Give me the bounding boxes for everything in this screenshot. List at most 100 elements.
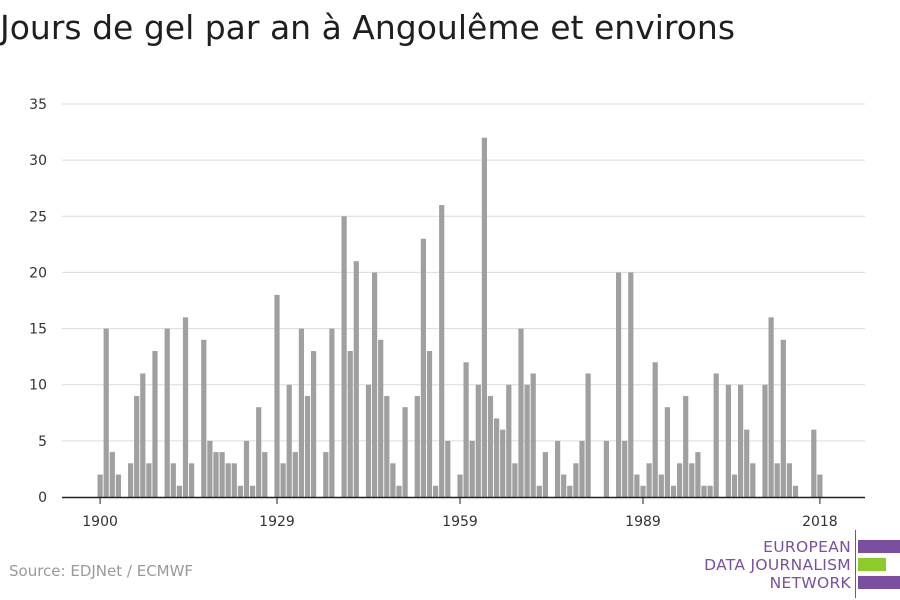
logo-text-line3: NETWORK xyxy=(769,574,851,592)
bar xyxy=(780,339,786,497)
bar xyxy=(695,452,701,497)
bar xyxy=(585,373,591,497)
bar xyxy=(231,463,237,497)
bar xyxy=(494,418,500,497)
bar xyxy=(524,384,530,497)
bar xyxy=(115,474,121,497)
bar xyxy=(811,429,817,497)
y-tick-label: 20 xyxy=(29,265,47,281)
source-note: Source: EDJNet / ECMWF xyxy=(9,562,194,580)
bar xyxy=(573,463,579,497)
bar xyxy=(689,463,695,497)
bar xyxy=(713,373,719,497)
logo-bar-top xyxy=(858,540,900,553)
x-tick-label: 1959 xyxy=(442,514,478,530)
bar xyxy=(182,317,189,497)
bar xyxy=(426,351,433,497)
bar xyxy=(353,261,359,497)
bar xyxy=(652,362,658,497)
y-tick-label: 25 xyxy=(29,209,47,225)
bar xyxy=(347,351,353,497)
y-tick-label: 0 xyxy=(38,490,47,506)
bar xyxy=(506,384,512,497)
bar xyxy=(219,452,225,497)
bar xyxy=(280,463,286,497)
bar xyxy=(658,474,664,497)
x-tick-label: 1929 xyxy=(259,514,295,530)
bar xyxy=(518,328,524,497)
bar xyxy=(298,328,304,497)
bar xyxy=(512,463,518,497)
bar xyxy=(286,384,292,497)
bar xyxy=(103,328,109,497)
bar xyxy=(744,429,750,497)
bar xyxy=(646,463,652,497)
bar xyxy=(109,452,115,497)
bar xyxy=(457,474,463,497)
chart-title: Jours de gel par an à Angoulême et envir… xyxy=(0,8,736,47)
bar xyxy=(140,373,146,497)
bar xyxy=(134,395,140,497)
bar xyxy=(817,474,823,497)
bar xyxy=(786,463,792,497)
bar xyxy=(530,373,536,497)
bar xyxy=(384,395,390,497)
bar xyxy=(640,485,646,497)
bar xyxy=(774,463,780,497)
bar xyxy=(176,485,182,497)
bar xyxy=(622,440,628,497)
bar xyxy=(396,485,402,497)
bar xyxy=(439,205,445,498)
bar xyxy=(243,440,250,497)
bar xyxy=(365,384,372,497)
bar xyxy=(311,351,317,497)
bar xyxy=(768,317,774,497)
bar xyxy=(487,395,494,497)
bar xyxy=(463,362,469,497)
logo-separator xyxy=(855,530,856,598)
bar xyxy=(189,463,195,497)
x-tick-label: 2018 xyxy=(802,514,838,530)
bar xyxy=(225,463,231,497)
bar xyxy=(701,485,707,497)
bar xyxy=(164,328,170,497)
bar xyxy=(500,429,506,497)
bar xyxy=(475,384,481,497)
bar xyxy=(372,272,378,497)
bar xyxy=(738,384,744,497)
bar xyxy=(420,238,426,497)
bar xyxy=(341,216,347,498)
x-tick-label: 1989 xyxy=(625,514,661,530)
logo-text-line1: EUROPEAN xyxy=(763,538,851,556)
bar xyxy=(664,407,670,497)
bar xyxy=(402,407,408,497)
bar xyxy=(250,485,256,497)
bar xyxy=(207,440,213,497)
bar xyxy=(378,339,384,497)
bar xyxy=(274,294,280,497)
bar xyxy=(329,328,335,497)
bar xyxy=(628,272,634,497)
bar xyxy=(97,474,103,497)
bar xyxy=(323,452,329,497)
y-tick-label: 35 xyxy=(29,97,47,113)
bar xyxy=(481,137,487,497)
bar xyxy=(634,474,640,497)
bar xyxy=(201,339,207,497)
bar xyxy=(152,351,158,497)
bar xyxy=(750,463,756,497)
bar xyxy=(792,485,799,497)
logo-bar-middle xyxy=(858,558,886,571)
bar xyxy=(390,463,396,497)
x-axis: 1900 1929 1959 1989 2018 xyxy=(82,497,838,530)
bar xyxy=(414,395,420,497)
bar xyxy=(262,452,268,497)
bar xyxy=(292,452,298,497)
x-tick-label: 1900 xyxy=(82,514,118,530)
bar xyxy=(469,440,475,497)
bar xyxy=(561,474,567,497)
y-axis-tick-labels: 0 5 10 15 20 25 30 35 xyxy=(29,97,47,506)
y-tick-label: 15 xyxy=(29,322,47,338)
bar xyxy=(433,485,439,497)
